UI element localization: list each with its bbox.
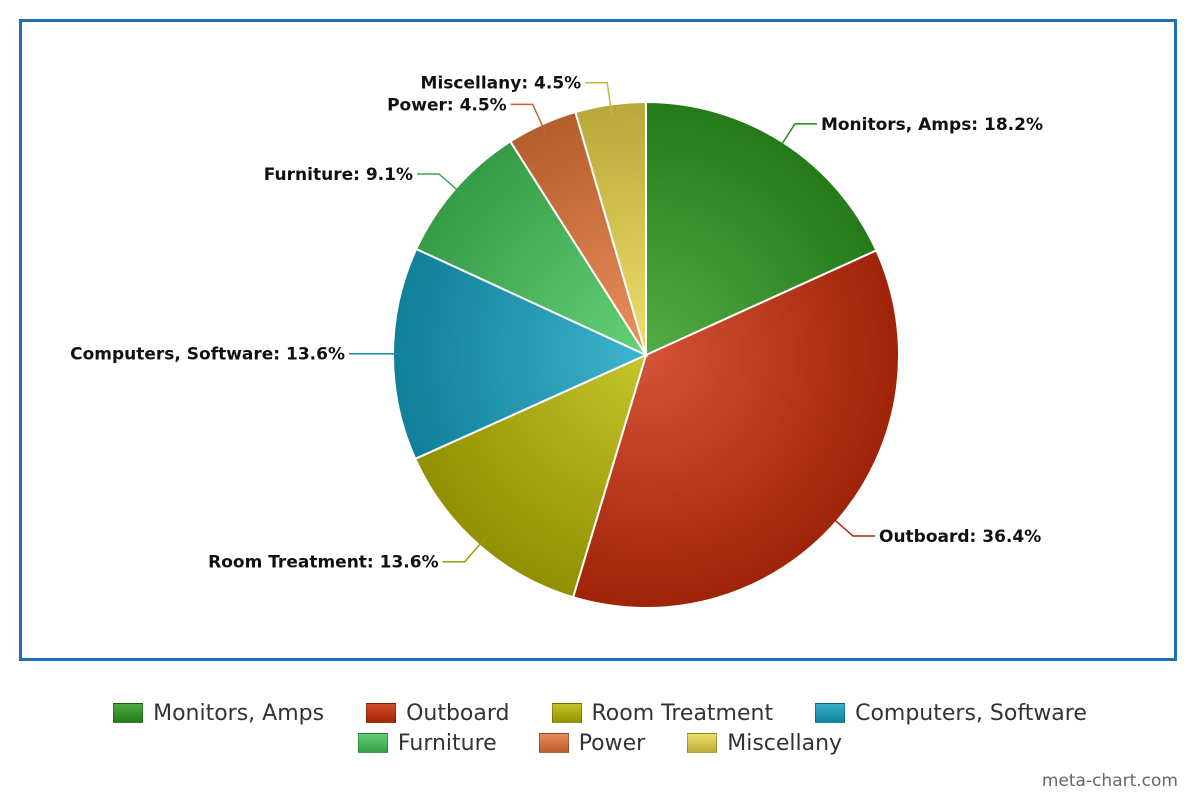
slice-labels: Monitors, Amps: 18.2% Outboard: 36.4% Room… — [70, 74, 1043, 573]
slice-label-furniture: Furniture: 9.1% — [264, 165, 413, 185]
slice-label-outboard: Outboard: 36.4% — [879, 527, 1041, 547]
legend-row: Furniture Power Miscellany — [0, 728, 1200, 758]
legend-item-computers-software[interactable]: Computers, Software — [815, 701, 1087, 726]
connector-miscellany — [585, 81, 613, 115]
legend-swatch-outboard — [366, 703, 397, 723]
connector-furniture — [416, 173, 464, 196]
slice-label-room-treatment: Room Treatment: 13.6% — [208, 553, 439, 573]
legend-swatch-power — [538, 733, 569, 753]
legend-item-monitors-amps[interactable]: Monitors, Amps — [113, 701, 324, 726]
legend: Monitors, Amps Outboard Room Treatment Comp… — [0, 698, 1200, 758]
connector-outboard — [828, 514, 876, 537]
legend-label-computers-software: Computers, Software — [855, 700, 1087, 726]
legend-label-outboard: Outboard — [406, 700, 510, 726]
legend-swatch-miscellany — [687, 733, 718, 753]
legend-row: Monitors, Amps Outboard Room Treatment Comp… — [0, 698, 1200, 728]
label-connectors — [349, 81, 876, 563]
legend-swatch-computers-software — [815, 703, 846, 723]
legend-item-room-treatment[interactable]: Room Treatment — [551, 700, 774, 726]
legend-label-room-treatment: Room Treatment — [591, 700, 774, 726]
slice-label-monitors-amps: Monitors, Amps: 18.2% — [821, 115, 1043, 135]
legend-label-power: Power — [578, 730, 646, 756]
connector-monitors-amps — [776, 123, 817, 152]
slice-label-computers-software: Computers, Software: 13.6% — [70, 345, 345, 365]
connector-room-treatment — [442, 537, 487, 563]
legend-swatch-furniture — [357, 733, 388, 753]
slice-label-power: Power: 4.5% — [387, 95, 507, 115]
legend-item-furniture[interactable]: Furniture — [357, 730, 497, 756]
legend-label-monitors-amps: Monitors, Amps — [153, 700, 325, 726]
legend-swatch-monitors-amps — [113, 703, 144, 723]
legend-item-outboard[interactable]: Outboard — [366, 700, 510, 726]
legend-swatch-room-treatment — [551, 703, 582, 723]
pie-slices — [392, 100, 900, 609]
connector-power — [510, 103, 547, 134]
legend-item-power[interactable]: Power — [538, 730, 646, 756]
slice-label-miscellany: Miscellany: 4.5% — [421, 74, 582, 94]
legend-item-miscellany[interactable]: Miscellany — [687, 731, 842, 756]
legend-label-furniture: Furniture — [397, 730, 497, 756]
legend-label-miscellany: Miscellany — [727, 730, 843, 756]
watermark: meta-chart.com — [1041, 771, 1178, 791]
